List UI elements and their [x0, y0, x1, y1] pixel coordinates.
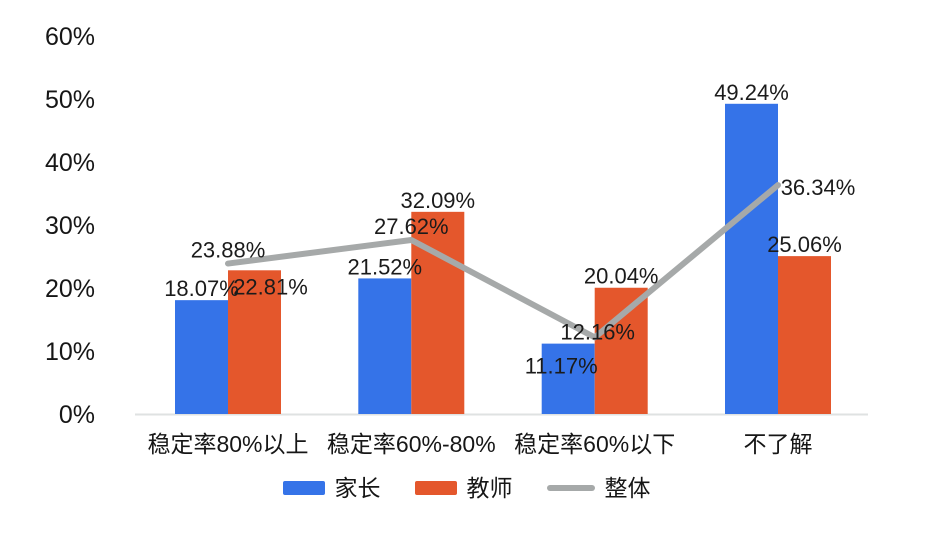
- legend-label-teachers: 教师: [466, 474, 513, 501]
- y-tick-label: 10%: [45, 338, 95, 366]
- legend: 家长 教师 整体: [0, 472, 933, 504]
- legend-swatch-parents-icon: [282, 481, 325, 495]
- line-overall: [225, 182, 781, 341]
- data-label-parents-1: 21.52%: [347, 254, 422, 279]
- category-label-2: 稳定率60%以下: [514, 431, 675, 457]
- data-label-overall-1: 27.62%: [374, 214, 449, 239]
- legend-item-overall[interactable]: 整体: [546, 474, 651, 501]
- category-label-3: 不了解: [744, 431, 813, 457]
- y-tick-label: 30%: [45, 212, 95, 240]
- data-label-parents-0: 18.07%: [164, 276, 239, 301]
- category-label-1: 稳定率60%-80%: [327, 431, 496, 457]
- data-label-overall-2: 12.16%: [560, 319, 635, 344]
- legend-swatch-overall-icon: [546, 485, 595, 491]
- bar-teachers-3: [778, 256, 831, 414]
- legend-item-teachers[interactable]: 教师: [414, 474, 513, 501]
- legend-label-parents: 家长: [334, 474, 381, 501]
- y-tick-label: 50%: [45, 86, 95, 114]
- stability-rate-chart: 0% 10% 20% 30% 40% 50% 60% 18.07% 21.52% 11.17% 49…: [45, 23, 868, 457]
- y-tick-label: 60%: [45, 23, 95, 51]
- category-label-0: 稳定率80%以上: [147, 431, 308, 457]
- legend-label-overall: 整体: [604, 474, 651, 501]
- legend-swatch-teachers-icon: [414, 481, 457, 495]
- bar-parents-1: [358, 278, 412, 414]
- data-label-teachers-2: 20.04%: [584, 264, 659, 289]
- bar-teachers-0: [228, 270, 281, 414]
- data-label-parents-2: 11.17%: [525, 354, 598, 379]
- legend-item-parents[interactable]: 家长: [282, 474, 381, 501]
- bar-teachers-2: [594, 287, 648, 414]
- bar-parents-3: [725, 103, 778, 415]
- data-label-parents-3: 49.24%: [714, 80, 789, 105]
- data-label-teachers-1: 32.09%: [400, 188, 475, 213]
- y-tick-label: 0%: [59, 401, 95, 429]
- data-label-teachers-0: 22.81%: [233, 274, 308, 299]
- data-label-teachers-3: 25.06%: [767, 232, 842, 257]
- bar-parents-0: [175, 300, 228, 414]
- y-tick-label: 20%: [45, 275, 95, 303]
- data-label-overall-0: 23.88%: [191, 238, 266, 263]
- y-tick-label: 40%: [45, 149, 95, 177]
- bar-parents-2: [541, 343, 595, 414]
- data-label-overall-3: 36.34%: [781, 175, 856, 200]
